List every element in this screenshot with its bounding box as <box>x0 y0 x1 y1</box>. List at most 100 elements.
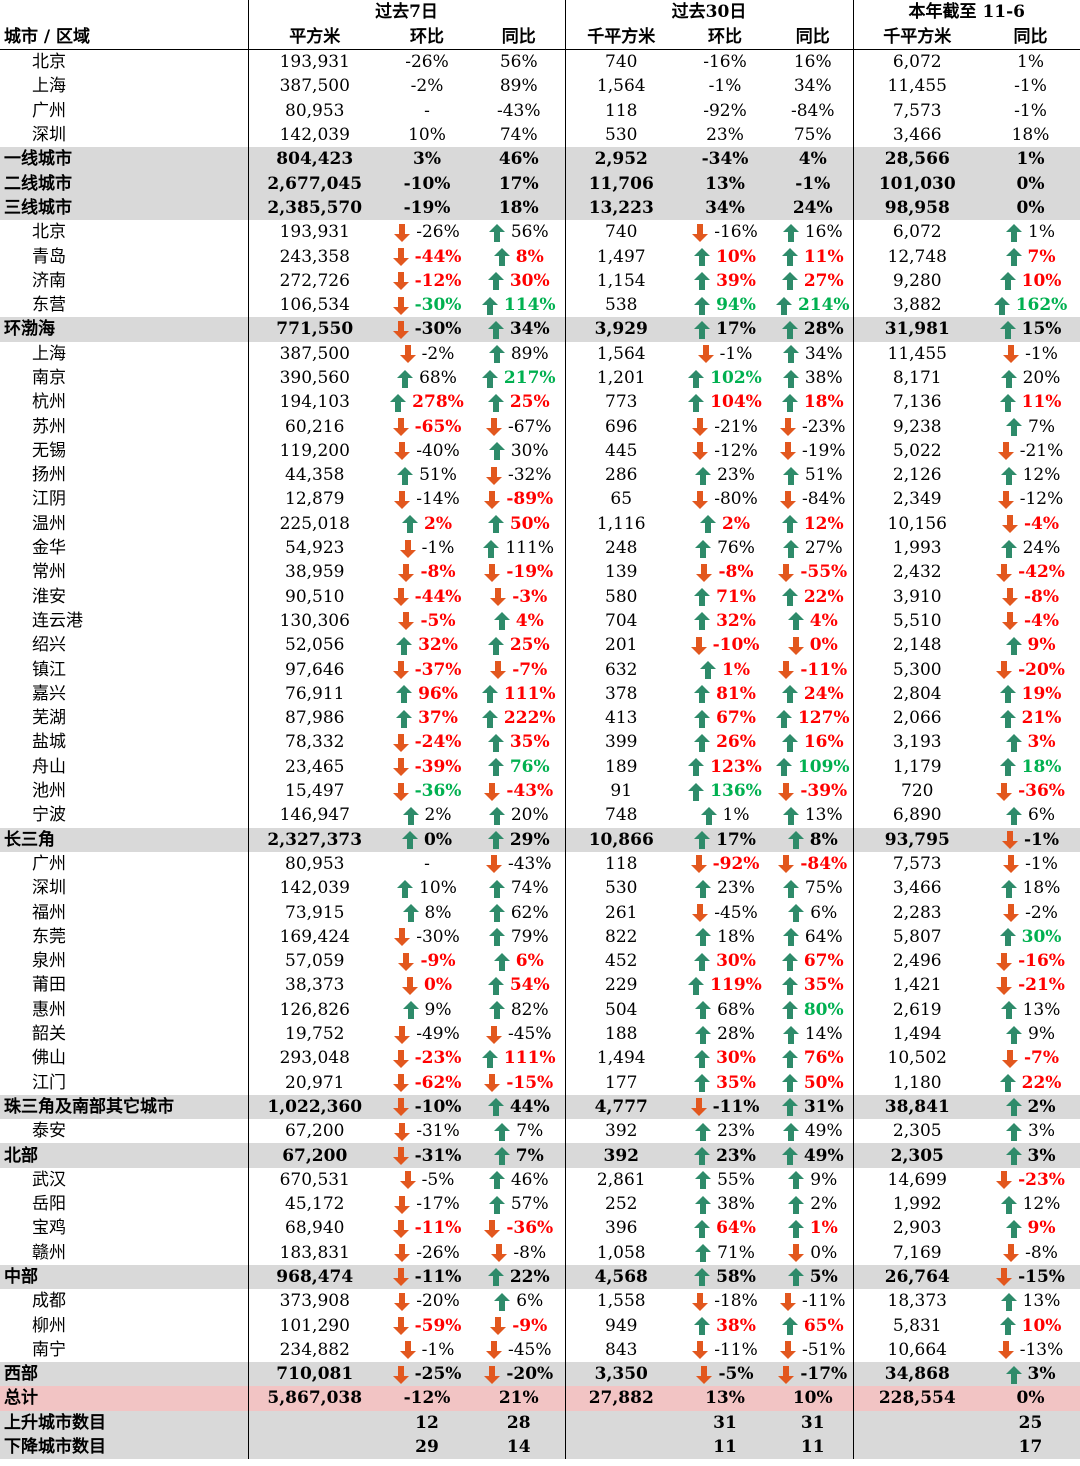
tb-7d: 18% <box>473 195 565 221</box>
sales-7d: 80,953 <box>247 98 381 123</box>
arrow-down-icon <box>484 1074 501 1093</box>
hb-7d: 96% <box>381 682 473 706</box>
tb-7d: 114% <box>473 293 565 317</box>
sales-7d: 804,423 <box>247 147 381 172</box>
tb-30d: 0% <box>773 633 853 657</box>
tb-7d: 35% <box>473 730 565 754</box>
arrow-down-icon <box>692 1292 709 1311</box>
arrow-up-icon <box>1005 1147 1022 1165</box>
arrow-up-icon <box>694 1219 711 1238</box>
tb-ytd-value: 21% <box>1021 708 1062 729</box>
tb-7d-value: 44% <box>509 1096 550 1117</box>
arrow-up-icon <box>695 1244 712 1263</box>
hb-7d-value: -23% <box>414 1048 462 1069</box>
row-name: 江门 <box>32 1072 66 1093</box>
sales-30d: 139 <box>564 560 677 585</box>
arrow-down-icon <box>392 588 409 607</box>
tb-7d: 74% <box>499 125 538 146</box>
arrow-up-icon <box>487 515 504 534</box>
arrow-up-icon <box>481 1049 498 1068</box>
tb-7d-value: 22% <box>509 1266 550 1287</box>
sales-7d: 146,947 <box>247 803 381 828</box>
hb-7d: -26% <box>405 52 449 73</box>
hb-30d: 17% <box>677 317 773 342</box>
tb-7d: 76% <box>473 755 565 779</box>
hb-30d: -12% <box>677 439 773 463</box>
sales-ytd: 1,180 <box>852 1070 982 1095</box>
city-row: 江门 20,971 -62% -15% 177 35% 50% 1,180 22% <box>0 1070 1080 1095</box>
tb-ytd-value: 3% <box>1028 1121 1055 1142</box>
hb-7d-value: -26% <box>416 222 460 243</box>
hb-30d: 136% <box>677 779 773 803</box>
sales-ytd: 10,156 <box>852 511 982 536</box>
tb-30d: 64% <box>773 925 853 949</box>
hb-30d: 1% <box>677 803 773 827</box>
arrow-up-icon <box>1005 636 1022 655</box>
city-row: 济南 272,726 -12% 30% 1,154 39% 27% 9,280 10% <box>0 268 1080 293</box>
sales-30d: 2,861 <box>564 1167 677 1192</box>
arrow-down-icon <box>392 661 409 680</box>
tb-7d-value: 89% <box>510 343 549 364</box>
hb-7d: -37% <box>381 657 473 681</box>
arrow-up-icon <box>402 515 418 534</box>
arrow-down-icon <box>1001 588 1018 607</box>
row-name: 东营 <box>32 295 66 316</box>
row-name: 淮安 <box>32 586 66 607</box>
arrow-up-icon <box>1005 1098 1022 1117</box>
arrow-down-icon <box>787 636 804 655</box>
col-sqm: 平方米 <box>247 24 381 50</box>
hb-30d: -21% <box>677 414 773 438</box>
tb-30d-value: 214% <box>797 295 850 316</box>
row-name: 惠州 <box>32 999 66 1020</box>
arrow-up-icon <box>999 709 1016 728</box>
hb-30d-value: 55% <box>717 1169 755 1190</box>
tb-30d-value: 8% <box>809 829 838 850</box>
tb-ytd-value: -15% <box>1018 1266 1065 1287</box>
tb-30d-value: 6% <box>810 902 838 923</box>
hb-7d-value: 10% <box>419 878 457 899</box>
tb-30d-value: 34% <box>804 343 843 364</box>
table-header: 过去7日 过去30日 本年截至 11-6 城市 / 区域 平方米 环比 同比 千… <box>0 0 1080 50</box>
hb-7d-value: -49% <box>416 1024 460 1045</box>
tb-30d-value: -19% <box>801 440 846 461</box>
tb-30d: -84% <box>773 852 853 876</box>
arrow-down-icon <box>394 928 411 947</box>
hb-7d-value: -26% <box>416 1242 460 1263</box>
tb-7d-value: 76% <box>509 756 550 777</box>
sales-ytd: 1,992 <box>852 1191 982 1217</box>
row-name: 岳阳 <box>32 1194 66 1215</box>
city-row: 泉州 57,059 -9% 6% 452 30% 67% 2,496 -16% <box>0 948 1080 974</box>
hb-30d-value: 30% <box>716 1048 756 1069</box>
tb-7d-value: 34% <box>509 319 550 340</box>
arrow-up-icon <box>488 1001 505 1020</box>
hb-30d: 13% <box>677 171 773 196</box>
arrow-up-icon <box>397 466 414 485</box>
row-name: 常州 <box>32 562 66 583</box>
arrow-up-icon <box>694 248 711 267</box>
col-ksqm: 千平方米 <box>852 24 982 50</box>
tb-30d-value: 35% <box>803 975 844 996</box>
tb-30d: -11% <box>773 1289 853 1313</box>
sales-30d: 504 <box>564 997 677 1022</box>
row-name: 盐城 <box>32 732 66 753</box>
tb-7d-value: -89% <box>506 489 554 510</box>
hb-30d: -92% <box>677 852 773 876</box>
sales-7d: 78,332 <box>247 730 381 755</box>
hb-30d: -16% <box>703 52 747 73</box>
tb-7d: 217% <box>473 366 565 390</box>
count-row: 上升城市数目 12 28 31 31 25 <box>0 1410 1080 1435</box>
sales-7d: 272,726 <box>247 268 381 293</box>
sales-30d: 1,201 <box>564 365 677 391</box>
hb-7d: -5% <box>381 1168 473 1192</box>
hb-7d: -12% <box>381 269 473 293</box>
sales-ytd: 38,841 <box>852 1094 982 1120</box>
hb-30d: 55% <box>677 1168 773 1192</box>
row-name: 武汉 <box>32 1169 66 1190</box>
tb-ytd: 15% <box>981 317 1080 342</box>
region-summary-row: 北部 67,200 -31% 7% 392 23% 49% 2,305 3% <box>0 1143 1080 1168</box>
tb-7d: 21% <box>473 1386 565 1411</box>
row-name: 北京 <box>32 222 66 243</box>
hb-7d-value: -5% <box>421 1169 455 1190</box>
sales-7d: 968,474 <box>247 1264 381 1290</box>
row-name: 上升城市数目 <box>0 1410 248 1435</box>
